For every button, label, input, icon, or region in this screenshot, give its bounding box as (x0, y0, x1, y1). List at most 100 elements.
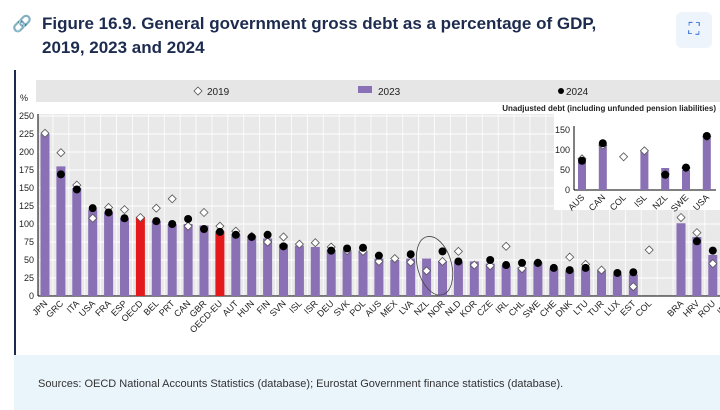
y-tick-label: 250 (19, 111, 34, 121)
inset-y-tick-label: 100 (555, 145, 570, 155)
bar-SVK-2023 (342, 251, 352, 296)
marker-LUX-2024 (613, 268, 622, 277)
marker-CZE-2024 (486, 256, 495, 264)
marker-BRA-2019 (676, 212, 686, 223)
y-tick-label: 175 (19, 165, 34, 175)
bar-MEX-2023 (390, 260, 400, 296)
x-tick-label: KOR (458, 298, 479, 319)
bar-ISL-2023 (294, 245, 304, 296)
bar-CZE-2023 (485, 263, 495, 296)
marker-HRV-2019 (692, 228, 702, 238)
y-tick-label: 100 (19, 219, 34, 229)
marker-SWE-2024 (533, 258, 542, 267)
bar-LUX-2023 (612, 274, 622, 296)
x-tick-label: IDN (715, 298, 720, 316)
sources-box: Sources: OECD National Accounts Statisti… (14, 355, 720, 410)
marker-POL-2024 (359, 243, 367, 252)
inset-bar-AUS-2023 (578, 162, 586, 190)
marker-ROU-2024 (708, 246, 717, 255)
legend-label-2023: 2023 (378, 87, 401, 98)
bar-NLD-2023 (453, 262, 463, 296)
marker-LVA-2019 (406, 257, 416, 267)
bar-ITA-2023 (72, 188, 82, 296)
chart-frame (14, 70, 720, 355)
inset-bar-ISL-2023 (640, 151, 649, 190)
legend-marker-2019 (193, 86, 203, 96)
x-tick-label: TUR (586, 298, 607, 319)
y-tick-label: 0 (29, 291, 34, 301)
marker-NLD-2024 (454, 257, 463, 266)
marker-OECD-2019 (135, 212, 145, 223)
x-tick-label: FRA (93, 298, 113, 318)
marker-ROU-2019 (708, 259, 718, 269)
inset-marker-AUS-2024 (578, 156, 586, 165)
bar-ESP-2023 (120, 218, 129, 296)
bar-TUR-2023 (597, 270, 606, 296)
marker-FIN-2019 (263, 237, 273, 247)
bar-NOR-2023 (438, 261, 447, 296)
marker-AUS-2024 (374, 251, 383, 260)
x-tick-label: LVA (397, 298, 415, 316)
marker-ESP-2019 (119, 205, 130, 215)
x-tick-label: SVK (332, 298, 352, 318)
marker-PRT-2024 (168, 220, 177, 228)
inset-marker-ISL-2019 (639, 146, 649, 156)
inset-y-tick-label: 50 (560, 165, 570, 175)
bar-PRT-2023 (167, 224, 177, 296)
marker-NOR-2019 (437, 256, 448, 267)
marker-GBR-2024 (200, 225, 208, 234)
marker-DEU-2024 (327, 246, 336, 255)
marker-ITA-2024 (72, 185, 81, 194)
x-tick-label: POL (348, 298, 368, 318)
marker-IRL-2019 (501, 241, 511, 251)
inset-bar-NZL-2023 (661, 168, 670, 190)
x-tick-label: BEL (142, 298, 161, 317)
marker-CHE-2024 (549, 263, 558, 272)
legend-marker-2024 (558, 88, 564, 94)
x-tick-label: MEX (378, 298, 399, 319)
figure-title: Figure 16.9. General government gross de… (42, 14, 597, 57)
bar-NZL-2023 (422, 258, 432, 296)
marker-HUN-2024 (247, 232, 256, 241)
bar-SWE-2023 (533, 262, 543, 296)
bar-GBR-2023 (199, 225, 209, 296)
y-tick-label: 150 (19, 183, 34, 193)
inset-marker-USA-2024 (702, 132, 711, 140)
y-tick-label: 25 (24, 273, 34, 283)
bar-HRV-2023 (692, 236, 702, 296)
bar-OECD-2023 (135, 216, 145, 296)
marker-SVN-2019 (278, 232, 289, 242)
marker-DNK-2019 (565, 252, 575, 262)
marker-GBR-2019 (199, 207, 209, 218)
x-tick-label: ISL (287, 298, 304, 315)
bar-IRL-2023 (501, 265, 511, 296)
marker-KOR-2019 (469, 260, 479, 270)
x-tick-label: DEU (315, 298, 336, 319)
bar-AUS-2023 (374, 258, 384, 296)
marker-USA-2019 (88, 213, 98, 223)
marker-CHL-2024 (518, 258, 526, 267)
legend-label-2024: 2024 (566, 87, 589, 98)
link-icon[interactable]: 🔗 (12, 16, 32, 33)
bar-BEL-2023 (151, 221, 161, 296)
marker-FRA-2024 (104, 208, 113, 217)
inset-y-tick-label: 0 (565, 185, 570, 195)
marker-SVN-2024 (279, 242, 288, 251)
x-tick-label: ROU (696, 298, 717, 319)
marker-ESP-2024 (120, 214, 129, 223)
bar-KOR-2023 (469, 261, 479, 296)
marker-USA-2024 (88, 204, 97, 213)
marker-IRL-2024 (502, 261, 511, 270)
chart: 2019 2023 2024% 0 25 50 75 100 125 150 175 200 225 25… (19, 80, 720, 335)
x-tick-label: EST (618, 298, 638, 318)
expand-button[interactable]: ⛶ (676, 12, 712, 48)
inset-marker-NZL-2024 (661, 170, 670, 179)
marker-MEX-2019 (390, 253, 400, 264)
y-tick-label: 225 (19, 129, 34, 139)
inset-bar-CAN-2023 (598, 146, 607, 190)
bar-POL-2023 (358, 251, 368, 296)
inset-y-tick-label: 150 (555, 125, 570, 135)
marker-LTU-2024 (581, 263, 590, 272)
y-tick-label: 50 (24, 255, 34, 265)
bar-CHE-2023 (549, 268, 559, 296)
